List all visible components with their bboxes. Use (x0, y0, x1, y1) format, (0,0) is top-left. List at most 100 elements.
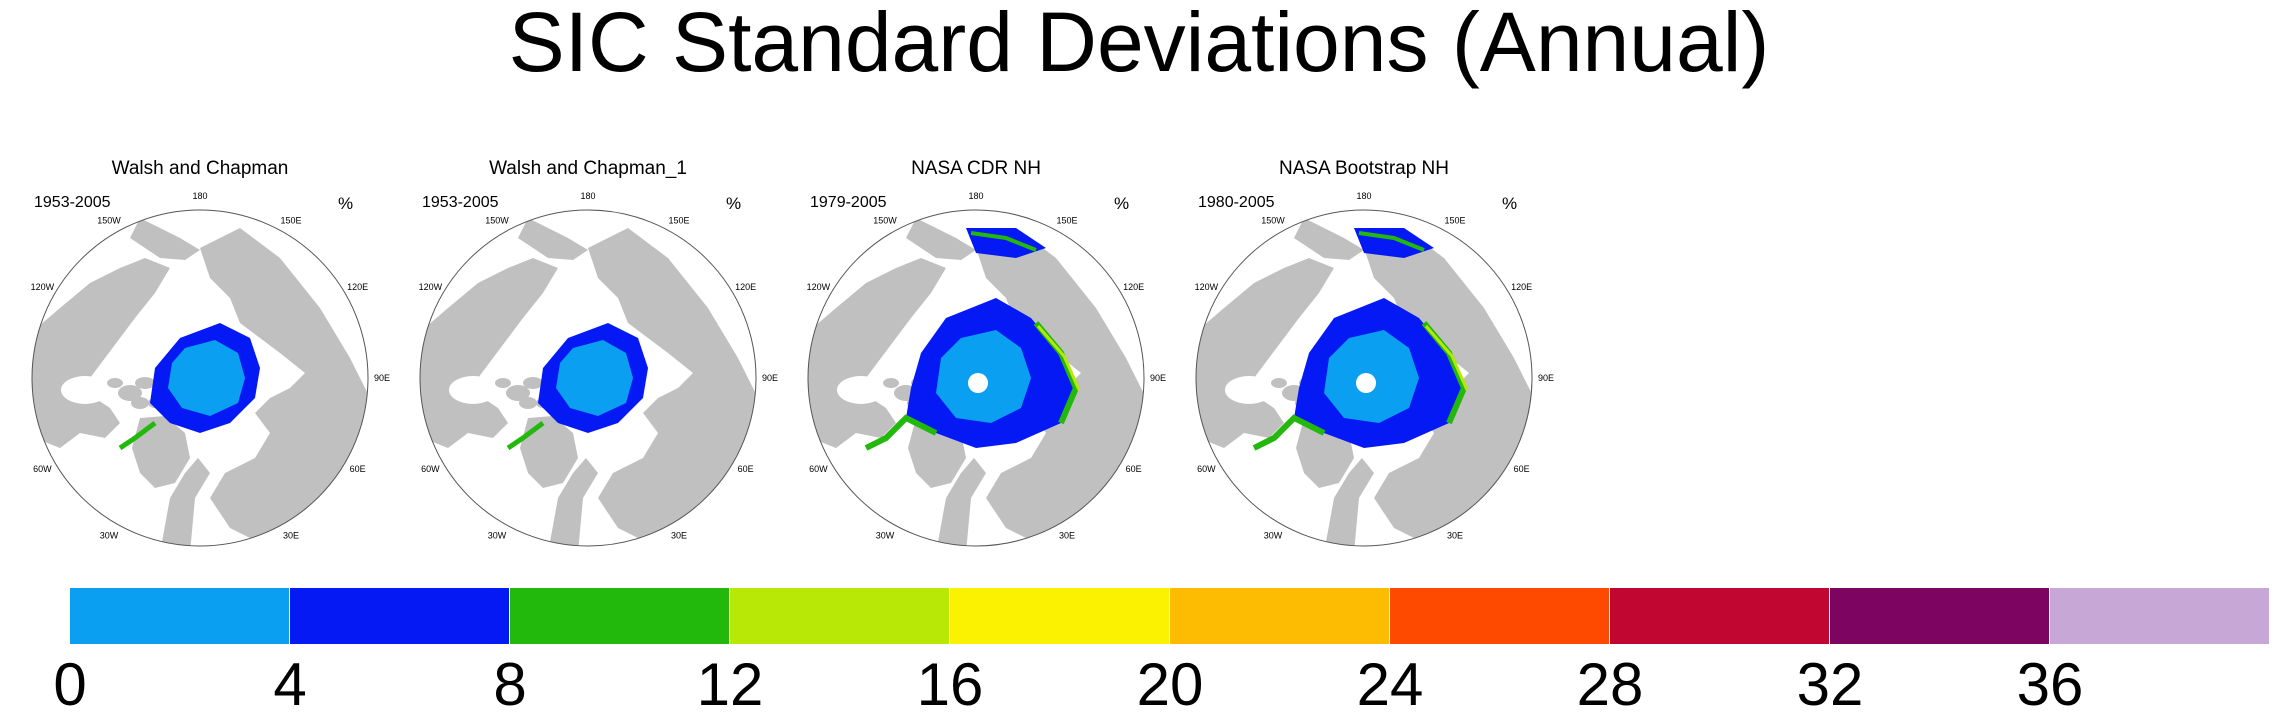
figure-title: SIC Standard Deviations (Annual) (508, 0, 1770, 89)
hudson-bay (61, 376, 109, 404)
longitude-label: 150E (1056, 215, 1077, 225)
map-border (807, 209, 1145, 547)
longitude-label: 60E (1126, 464, 1142, 474)
longitude-label: 30E (283, 531, 299, 541)
panel-title: Walsh and Chapman_1 (489, 158, 687, 179)
longitude-label: 120E (1123, 282, 1144, 292)
longitude-label: 120W (807, 282, 831, 292)
longitude-label: 90E (1150, 373, 1166, 383)
hudson-bay (837, 376, 885, 404)
polar-map: 180150E120E90E60E30E030W60W90W120W150W (419, 191, 778, 547)
marginal-ice-east-high (1424, 325, 1469, 391)
longitude-label: 180 (968, 191, 983, 201)
map-panel-nasa-cdr: 180150E120E90E60E30E030W60W90W120W150W N… (806, 150, 1186, 550)
longitude-label: 90E (762, 373, 778, 383)
colorbar-swatch (70, 588, 290, 644)
marginal-ice-west (864, 414, 938, 451)
land-north-america (1196, 258, 1334, 448)
longitude-label: 60W (33, 464, 52, 474)
marginal-ice-bering (1358, 231, 1425, 252)
longitude-label: 120W (1195, 282, 1219, 292)
pole-hole (1356, 373, 1376, 393)
longitude-label: 60E (1514, 464, 1530, 474)
sea-ice-central (168, 340, 245, 416)
colorbar-tick-label: 16 (916, 651, 984, 718)
longitude-label: 60W (421, 464, 440, 474)
colorbar-labels: 0 4 8 12 16 20 24 28 32 36 (53, 651, 2270, 718)
hudson-bay (1225, 376, 1273, 404)
hudson-bay (449, 376, 497, 404)
land-europe (548, 458, 598, 546)
longitude-label: 30W (100, 531, 119, 541)
longitude-label: 120E (1511, 282, 1532, 292)
colorbar-tick-label: 0 (53, 651, 87, 718)
colorbar (70, 588, 2270, 644)
longitude-label: 30E (671, 531, 687, 541)
longitude-label: 150E (1444, 215, 1465, 225)
land-alaska (518, 218, 588, 260)
longitude-label: 180 (1356, 191, 1371, 201)
polar-map: 180150E120E90E60E30E030W60W90W120W150W (31, 191, 390, 547)
colorbar-swatch (290, 588, 510, 644)
map-border (1195, 209, 1533, 547)
colorbar-swatch (1170, 588, 1390, 644)
longitude-label: 150W (873, 215, 897, 225)
panel-title: NASA Bootstrap NH (1278, 158, 1450, 179)
land-north-america (32, 258, 170, 448)
colorbar-tick-label: 36 (2016, 651, 2084, 718)
longitude-label: 120E (735, 282, 756, 292)
panel-units: % (726, 194, 742, 213)
land-europe (160, 458, 210, 546)
panel-period: 1980-2005 (1198, 194, 1275, 211)
panel-units: % (338, 194, 354, 213)
colorbar-tick-label: 20 (1136, 651, 1204, 718)
panel-units: % (1114, 194, 1130, 213)
colorbar-tick-label: 12 (696, 651, 764, 718)
panel-title: NASA CDR NH (911, 158, 1041, 179)
land-alaska (130, 218, 200, 260)
longitude-label: 30W (876, 531, 895, 541)
land-island (1271, 378, 1287, 388)
marginal-ice-bering (970, 231, 1037, 252)
longitude-label: 150W (97, 215, 121, 225)
panel-title: Walsh and Chapman (111, 158, 289, 179)
colorbar-tick-label: 4 (273, 651, 307, 718)
marginal-ice-west (118, 421, 157, 451)
land-island (135, 377, 155, 389)
map-border (31, 209, 369, 547)
colorbar-swatch (1390, 588, 1610, 644)
colorbar-swatch (1610, 588, 1830, 644)
colorbar-tick-label: 28 (1576, 651, 1644, 718)
land-island (131, 397, 149, 409)
land-island (506, 385, 530, 401)
longitude-label: 150W (485, 215, 509, 225)
longitude-label: 90E (1538, 373, 1554, 383)
colorbar-swatch (1830, 588, 2050, 644)
longitude-label: 180 (192, 191, 207, 201)
land-europe (936, 458, 986, 546)
land-alaska (1294, 218, 1364, 260)
longitude-label: 150E (668, 215, 689, 225)
land-island (883, 378, 899, 388)
land-eurasia (200, 228, 368, 546)
map-border (419, 209, 757, 547)
land-island (107, 378, 123, 388)
longitude-label: 90E (374, 373, 390, 383)
land-greenland (132, 416, 190, 488)
longitude-label: 60W (809, 464, 828, 474)
longitude-label: 120W (31, 282, 55, 292)
longitude-label: 30E (1447, 531, 1463, 541)
colorbar-tick-label: 24 (1356, 651, 1424, 718)
map-panel-walsh-chapman: 180150E120E90E60E30E030W60W90W120W150W W… (30, 150, 410, 550)
panel-period: 1953-2005 (422, 194, 499, 211)
map-panel-nasa-bootstrap: 180150E120E90E60E30E030W60W90W120W150W N… (1194, 150, 1574, 550)
marginal-ice-west (506, 421, 545, 451)
panel-units: % (1502, 194, 1518, 213)
pole-hole (968, 373, 988, 393)
colorbar-swatch (730, 588, 950, 644)
longitude-label: 60E (738, 464, 754, 474)
land-europe (1324, 458, 1374, 546)
land-greenland (520, 416, 578, 488)
colorbar-swatch (510, 588, 730, 644)
longitude-label: 60W (1197, 464, 1216, 474)
